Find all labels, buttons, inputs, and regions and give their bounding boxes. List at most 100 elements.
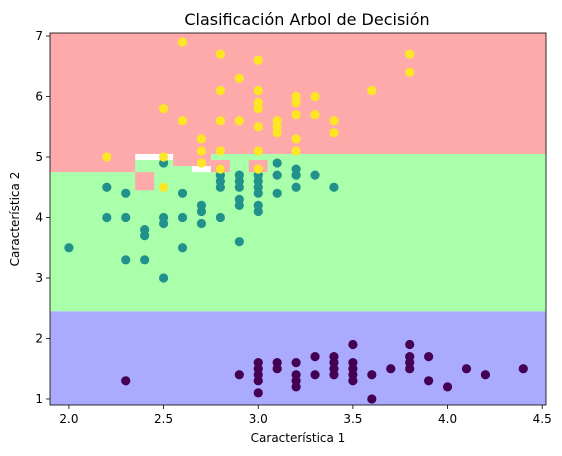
scatter-point-c0-34 [461,364,472,374]
x-tick-label: 2.0 [59,412,78,426]
scatter-point-c1-18 [196,200,207,210]
scatter-point-c1-41 [291,164,301,174]
scatter-point-c2-1 [158,182,169,192]
scatter-point-c2-33 [329,128,339,138]
scatter-point-c2-5 [177,37,188,47]
scatter-point-c1-16 [196,218,207,229]
scatter-point-c2-34 [329,116,339,126]
x-axis-label: Característica 1 [251,431,346,445]
scatter-point-c2-26 [291,146,301,156]
y-tick-label: 7 [35,29,43,43]
scatter-point-c2-10 [215,146,225,156]
y-tick-label: 6 [35,90,43,104]
scatter-point-c1-9 [158,273,169,283]
scatter-point-c2-25 [272,116,282,126]
scatter-point-c0-12 [291,358,301,368]
scatter-point-c1-29 [234,170,244,180]
scatter-point-c2-31 [310,110,320,120]
scatter-point-c2-4 [177,116,188,126]
scatter-point-c1-26 [234,194,244,204]
y-tick-label: 3 [35,271,43,285]
chart-title: Clasificación Arbol de Decisión [184,10,429,29]
scatter-point-c2-6 [196,158,207,168]
scatter-point-c2-3 [158,104,169,114]
scatter-point-c1-3 [121,255,131,265]
y-axis-ticks: 1 2 3 4 5 6 7 [35,29,50,406]
scatter-point-c1-5 [121,188,131,198]
scatter-point-c0-36 [518,364,528,374]
scatter-point-c0-6 [253,358,263,368]
scatter-point-c0-29 [405,352,415,362]
decision-region-12 [267,153,546,173]
scatter-point-c0-30 [405,339,415,350]
x-tick-label: 2.5 [154,412,173,426]
scatter-point-c0-32 [424,352,434,362]
scatter-point-c1-24 [234,237,244,247]
scatter-point-c2-22 [253,55,263,65]
scatter-point-c1-0 [64,243,74,253]
scatter-point-c0-8 [272,358,282,368]
decision-region-1 [50,172,546,312]
scatter-point-c1-11 [158,212,169,223]
decision-region-7 [50,153,136,173]
scatter-point-c1-4 [121,212,131,223]
scatter-point-c2-16 [253,164,263,174]
scatter-point-c2-20 [253,97,263,108]
scatter-point-c1-43 [329,182,339,192]
x-tick-label: 3.0 [249,412,268,426]
scatter-point-c2-2 [158,152,169,162]
scatter-point-c2-9 [215,164,225,174]
y-tick-label: 2 [35,331,43,345]
plot-frame [49,32,547,406]
scatter-point-c2-36 [405,67,415,77]
y-tick-label: 1 [35,392,43,406]
y-axis-label: Característica 2 [8,172,22,267]
scatter-point-c0-2 [253,388,263,398]
scatter-point-c0-1 [234,370,244,380]
scatter-point-c0-13 [310,370,320,380]
scatter-point-c0-11 [291,370,301,380]
scatter-point-c2-32 [310,91,320,102]
scatter-point-c1-2 [102,182,112,192]
decision-region-8 [135,172,155,191]
scatter-point-c2-0 [102,152,112,162]
x-axis-ticks: 2.0 2.5 3.0 3.5 4.0 4.5 [59,405,552,426]
scatter-point-c0-31 [424,376,434,386]
decision-region-4 [173,166,192,173]
scatter-point-c1-38 [272,158,282,168]
scatter-point-c2-28 [291,110,301,120]
scatter-point-c2-21 [253,85,263,96]
scatter-points [64,37,528,404]
scatter-point-c1-42 [310,170,320,180]
y-tick-label: 5 [35,150,43,164]
scatter-point-c1-8 [140,224,150,235]
scatter-point-c2-30 [291,91,301,102]
scatter-point-c1-19 [215,212,225,223]
scatter-point-c0-14 [310,352,320,362]
scatter-point-c2-11 [215,116,225,126]
scatter-point-c1-31 [253,200,263,210]
scatter-point-c1-37 [272,170,282,180]
scatter-point-c1-13 [177,243,188,253]
scatter-point-c0-25 [367,370,377,380]
scatter-point-c2-17 [253,146,263,156]
scatter-point-c2-35 [367,85,377,96]
scatter-point-c2-8 [196,134,207,144]
scatter-point-c1-36 [272,188,282,198]
scatter-point-c0-18 [329,352,339,362]
scatter-point-c0-23 [348,339,358,350]
scatter-point-c2-13 [215,49,225,59]
x-tick-label: 4.0 [438,412,457,426]
scatter-point-c0-33 [442,382,453,392]
scatter-point-c0-26 [386,364,396,374]
scatter-point-c1-14 [177,212,188,223]
scatter-point-c2-7 [196,146,207,156]
scatter-point-c0-35 [480,370,491,380]
scatter-point-c0-0 [121,376,131,386]
y-tick-label: 4 [35,210,43,224]
scatter-point-c2-14 [234,116,244,126]
scatter-point-c1-6 [140,255,150,265]
x-tick-label: 4.5 [533,412,552,426]
scatter-point-c0-24 [367,394,377,404]
